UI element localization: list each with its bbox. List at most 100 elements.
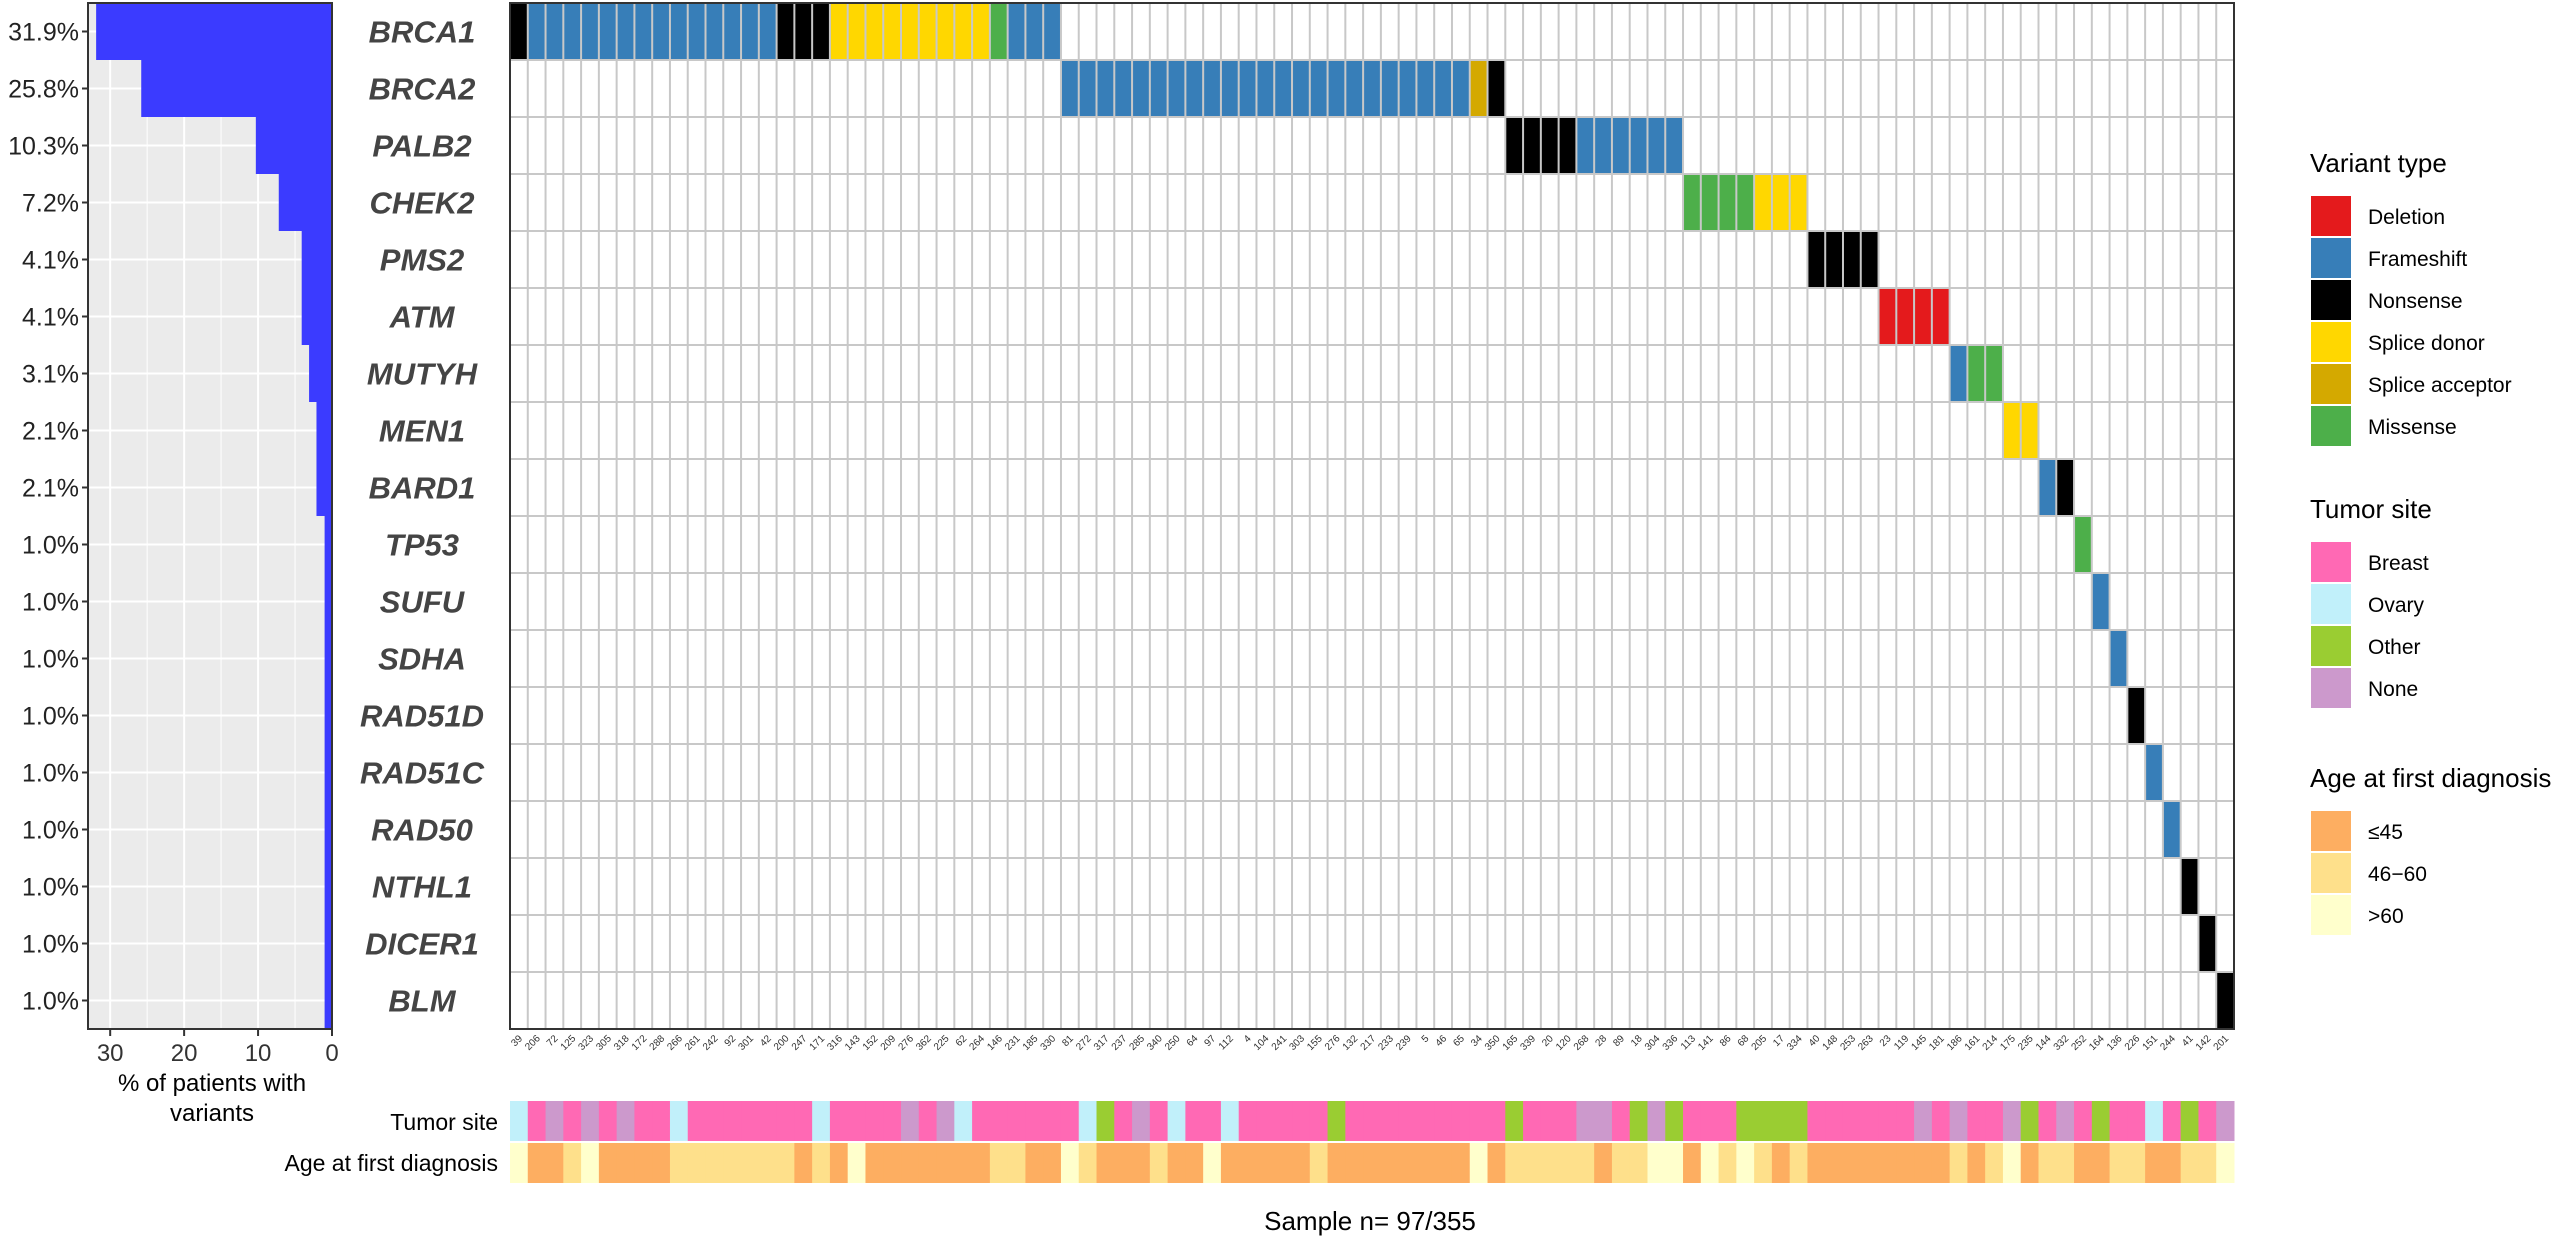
variant-cell	[2074, 516, 2092, 573]
tumor-site-cell	[2162, 1101, 2182, 1141]
age-cell	[1558, 1143, 1577, 1183]
variant-cell	[723, 3, 742, 60]
variant-cell	[1505, 117, 1524, 174]
tumor-site-legend-swatch	[2311, 584, 2351, 624]
gene-label-rad51c: RAD51C	[360, 756, 485, 791]
sample-id-label: 264	[968, 1033, 988, 1053]
tumor-site-cell	[1025, 1101, 1044, 1141]
sample-id-label: 141	[1696, 1033, 1716, 1053]
variant-cell	[1167, 60, 1186, 117]
age-cell	[1078, 1143, 1098, 1183]
tumor-site-cell	[1345, 1101, 1364, 1141]
tumor-site-cell	[1132, 1101, 1151, 1141]
age-cell	[1505, 1143, 1524, 1183]
sample-id-label: 175	[1998, 1033, 2018, 1053]
variant-type-legend-swatch	[2311, 322, 2351, 362]
tumor-site-cell	[1469, 1101, 1489, 1141]
sample-id-label: 303	[1287, 1033, 1307, 1053]
tumor-site-cell	[1967, 1101, 1986, 1141]
sample-id-label: 247	[790, 1033, 810, 1053]
variant-cell	[1736, 174, 1755, 231]
frequency-bar-blm	[324, 972, 332, 1029]
frequency-bar-atm	[301, 288, 332, 345]
sample-id-label: 276	[896, 1033, 916, 1053]
age-cell	[741, 1143, 760, 1183]
gene-label-column: BRCA1 BRCA2 PALB2 CHEK2 PMS2 ATM MUTYH MEN1 BARD…	[360, 15, 485, 1019]
tumor-site-cell	[776, 1101, 795, 1141]
tumor-site-cell	[1576, 1101, 1595, 1141]
sample-id-label: 209	[879, 1033, 899, 1053]
gene-label-brca2: BRCA2	[369, 72, 476, 107]
variant-cell	[1416, 60, 1435, 117]
variant-cell	[972, 3, 990, 60]
frequency-bar-sufu	[324, 573, 332, 630]
tumor-site-legend-label: None	[2368, 678, 2418, 701]
tumor-site-cell	[829, 1101, 849, 1141]
sample-id-label: 305	[594, 1033, 614, 1053]
variant-cell	[1629, 117, 1648, 174]
gene-label-sdha: SDHA	[378, 642, 466, 677]
variant-cell	[545, 3, 564, 60]
tumor-site-cell	[1060, 1101, 1080, 1141]
gene-label-sufu: SUFU	[380, 585, 466, 620]
tumor-site-cell	[2198, 1101, 2217, 1141]
variant-type-legend-label: Splice donor	[2368, 332, 2485, 355]
age-cell	[1878, 1143, 1897, 1183]
tumor-site-cell	[883, 1101, 902, 1141]
tumor-site-cell	[1309, 1101, 1329, 1141]
tumor-site-legend-label: Other	[2368, 636, 2421, 659]
variant-cell	[669, 3, 688, 60]
sample-id-label: 244	[2158, 1033, 2178, 1053]
variant-cell	[1665, 117, 1684, 174]
tumor-site-cell	[936, 1101, 955, 1141]
age-cell	[2145, 1143, 2164, 1183]
variant-cell	[1878, 288, 1897, 345]
tumor-site-cell	[2145, 1101, 2164, 1141]
sample-id-label: 266	[665, 1033, 685, 1053]
tumor-site-cell	[1878, 1101, 1897, 1141]
gene-label-dicer1: DICER1	[365, 927, 479, 962]
tumor-site-cell	[1629, 1101, 1648, 1141]
tumor-site-cell	[1487, 1101, 1506, 1141]
variant-cell	[1380, 60, 1399, 117]
age-cell	[1007, 1143, 1026, 1183]
gene-label-blm: BLM	[388, 984, 456, 1019]
age-cell	[1149, 1143, 1169, 1183]
sample-id-label: 276	[1323, 1033, 1343, 1053]
sample-id-label: 304	[1643, 1033, 1663, 1053]
sample-id-label: 186	[1945, 1033, 1965, 1053]
variant-cell	[1256, 60, 1275, 117]
percent-label: 1.0%	[22, 931, 79, 959]
age-cell	[669, 1143, 689, 1183]
age-cell	[1380, 1143, 1400, 1183]
age-cell	[2056, 1143, 2075, 1183]
age-cell	[1060, 1143, 1080, 1183]
variant-cell	[1931, 288, 1950, 345]
variant-cell	[865, 3, 884, 60]
frequency-bar-brca2	[141, 60, 332, 117]
tumor-site-legend-label: Breast	[2368, 552, 2429, 575]
variant-matrix	[509, 2, 2235, 1030]
age-cell	[1043, 1143, 1062, 1183]
tumor-site-cell	[1647, 1101, 1666, 1141]
age-cell	[1203, 1143, 1222, 1183]
sample-id-label: 334	[1785, 1033, 1805, 1053]
percent-label: 1.0%	[22, 589, 79, 617]
bar-x-tick-label: 30	[97, 1040, 124, 1067]
age-cell	[1132, 1143, 1151, 1183]
sample-id-label: 217	[1359, 1033, 1379, 1053]
percent-label: 1.0%	[22, 760, 79, 788]
percent-label: 3.1%	[22, 361, 79, 389]
tumor-site-cell	[1220, 1101, 1240, 1141]
age-cell	[936, 1143, 955, 1183]
tumor-site-cell	[1078, 1101, 1098, 1141]
age-cell	[865, 1143, 884, 1183]
variant-cell	[1327, 60, 1346, 117]
age-cell	[2038, 1143, 2057, 1183]
variant-cell	[2198, 915, 2217, 972]
frequency-bar-bard1	[316, 459, 332, 516]
sample-id-label: 113	[1679, 1033, 1698, 1052]
variant-cell	[2145, 744, 2163, 801]
gene-label-mutyh: MUTYH	[367, 357, 478, 392]
